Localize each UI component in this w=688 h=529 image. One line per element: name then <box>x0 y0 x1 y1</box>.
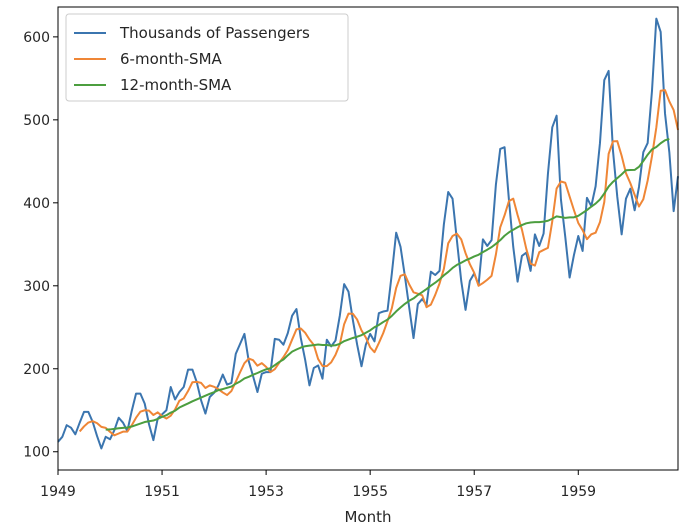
y-tick-label: 400 <box>23 196 50 212</box>
y-tick-label: 100 <box>23 445 50 461</box>
x-tick-label: 1949 <box>40 484 76 500</box>
x-tick-label: 1959 <box>560 484 596 500</box>
legend-entry-label: 12-month-SMA <box>120 76 232 94</box>
legend: Thousands of Passengers 6-month-SMA 12-mon… <box>65 13 349 102</box>
y-tick-label: 600 <box>23 30 50 46</box>
series-line-2 <box>105 137 670 431</box>
y-tick-label: 300 <box>23 279 50 295</box>
series-line-1 <box>78 89 679 437</box>
plot-frame <box>57 6 679 471</box>
x-tick-label: 1951 <box>144 484 180 500</box>
legend-entry-label: Thousands of Passengers <box>119 24 310 42</box>
x-axis-label: Month <box>344 508 391 526</box>
x-tick-label: 1955 <box>352 484 388 500</box>
y-tick-label: 500 <box>23 113 50 129</box>
x-tick-label: 1957 <box>456 484 492 500</box>
x-tick-label: 1953 <box>248 484 284 500</box>
legend-box <box>65 13 349 102</box>
axes-layer: 100 200 300 400 500 600 1949 1951 1953 1955 1957 19… <box>23 6 679 500</box>
series-layer <box>57 17 679 450</box>
y-tick-label: 200 <box>23 362 50 378</box>
legend-entry-label: 6-month-SMA <box>120 50 223 68</box>
